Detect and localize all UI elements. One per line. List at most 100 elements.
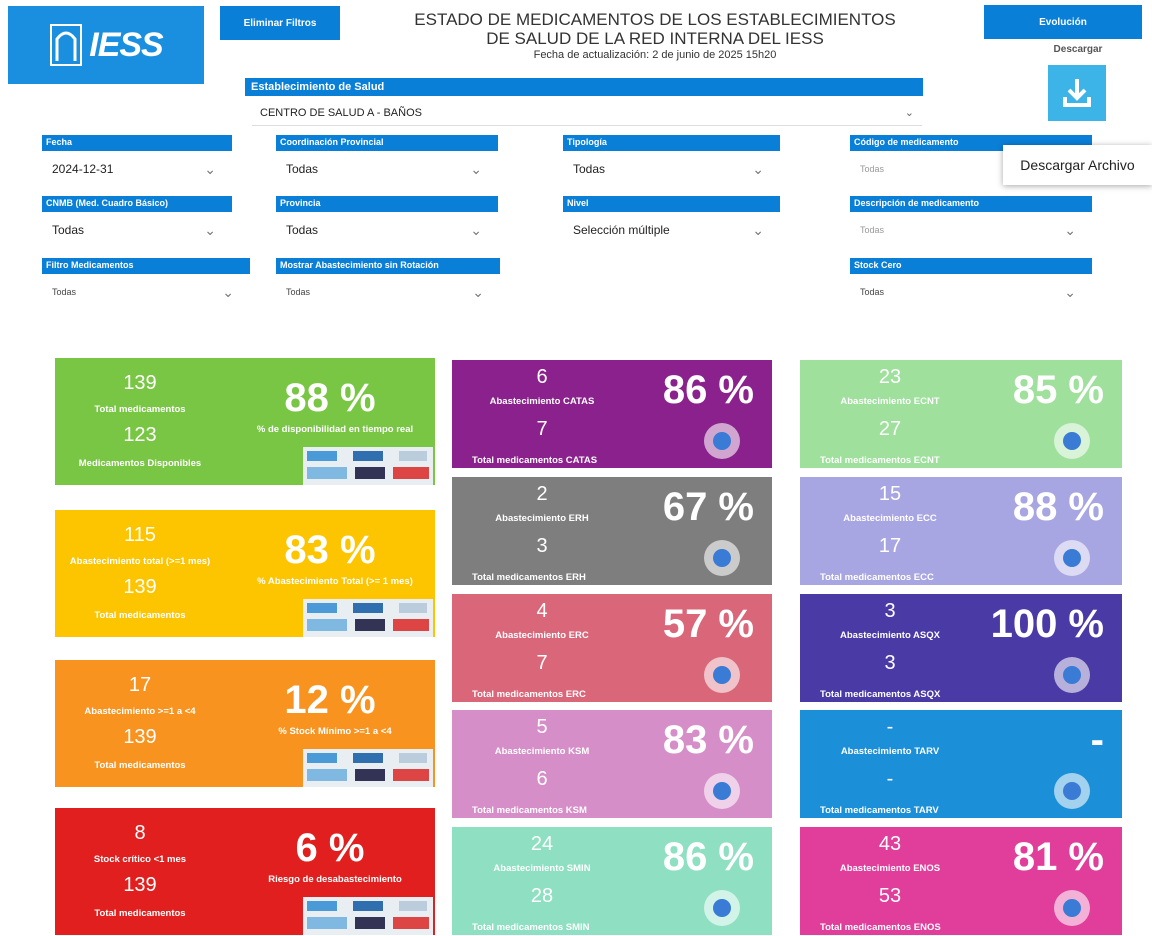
chevron: ⌄ (752, 161, 764, 178)
percent-value: 57 % (663, 602, 754, 647)
bottom-value: 7 (482, 652, 602, 675)
dropdown-value: Todas (286, 223, 318, 237)
filter-label: Nivel (563, 196, 780, 212)
shelf-icon (303, 447, 433, 485)
dropdown-value: Todas (860, 225, 884, 235)
percent-value: 12 % (230, 678, 430, 723)
bottom-value: 3 (830, 652, 950, 675)
filter-dropdown[interactable]: 2024-12-31⌄ (44, 154, 224, 184)
bottom-label: Total medicamentos (55, 760, 225, 771)
logo-icon (49, 23, 83, 67)
top-label: Abastecimiento KSM (462, 746, 622, 757)
bottom-value: 28 (482, 885, 602, 908)
percent-value: 85 % (1013, 368, 1104, 413)
download-button[interactable] (1048, 65, 1106, 121)
top-value: 2 (482, 483, 602, 506)
percent-value: 6 % (230, 826, 430, 871)
filter-dropdown[interactable]: Todas ⌄ (44, 277, 242, 307)
filter-dropdown[interactable]: Todas ⌄ (278, 215, 490, 245)
percent-value: 88 % (230, 376, 430, 421)
dropdown-value: Todas (573, 162, 605, 176)
chevron: ⌄ (905, 106, 914, 119)
filter-label: Coordinación Provincial (276, 135, 498, 151)
category-icon (692, 652, 752, 698)
bottom-label: Total medicamentos ASQX (820, 689, 940, 700)
filter-dropdown[interactable]: Todas⌄ (44, 215, 224, 245)
chevron: ⌄ (204, 161, 216, 178)
category-icon (692, 535, 752, 581)
evolution-button[interactable]: Evolución (984, 5, 1142, 39)
bottom-label: Total medicamentos (55, 610, 225, 621)
bottom-label: Total medicamentos CATAS (472, 455, 597, 466)
filter-label: Mostrar Abastecimiento sin Rotación (276, 258, 500, 274)
bottom-value: 7 (482, 418, 602, 441)
category-icon (1042, 652, 1102, 698)
bottom-value: - (830, 768, 950, 791)
tooltip: Descargar Archivo (1003, 145, 1152, 185)
clear-filters-button[interactable]: Eliminar Filtros (220, 6, 340, 40)
filter-dropdown[interactable]: Todas ⌄ (565, 154, 772, 184)
title-line: ESTADO DE MEDICAMENTOS DE LOS ESTABLECIM… (350, 10, 960, 29)
metric-card: -Abastecimiento TARV-Total medicamentos … (800, 710, 1122, 818)
bottom-value: 3 (482, 535, 602, 558)
logo: IESS (8, 6, 204, 84)
establishment-dropdown[interactable]: CENTRO DE SALUD A - BAÑOS ⌄ (252, 100, 922, 126)
bottom-value: 139 (65, 576, 215, 599)
chevron: ⌄ (470, 222, 482, 239)
top-label: Abastecimiento SMIN (462, 863, 622, 874)
filter-dropdown[interactable]: Todas⌄ (852, 277, 1084, 307)
top-value: 6 (482, 366, 602, 389)
percent-label: % Abastecimiento Total (>= 1 mes) (235, 576, 435, 587)
title-line: DE SALUD DE LA RED INTERNA DEL IESS (350, 29, 960, 48)
download-label: Descargar (1040, 44, 1116, 55)
percent-value: - (1091, 718, 1104, 763)
bottom-value: 17 (830, 535, 950, 558)
percent-value: 83 % (663, 718, 754, 763)
filter-label: Descripción de medicamento (850, 196, 1092, 212)
top-label: Abastecimiento ERC (462, 630, 622, 641)
category-icon (1042, 535, 1102, 581)
chevron: ⌄ (1064, 222, 1076, 239)
dropdown-value: Todas (52, 287, 76, 297)
filter-label: Provincia (276, 196, 498, 212)
top-label: Abastecimiento ECC (810, 513, 970, 524)
filter-dropdown[interactable]: Todas⌄ (278, 277, 492, 307)
top-value: 139 (65, 372, 215, 395)
chevron: ⌄ (222, 284, 234, 301)
filter-label: Stock Cero (850, 258, 1092, 274)
update-date: Fecha de actualización: 2 de junio de 20… (350, 48, 960, 62)
bottom-value: 27 (830, 418, 950, 441)
bottom-label: Total medicamentos ERC (472, 689, 586, 700)
dropdown-value: Todas (52, 223, 84, 237)
category-icon (1042, 885, 1102, 931)
chevron: ⌄ (1064, 284, 1076, 301)
bottom-label: Total medicamentos (55, 908, 225, 919)
filter-label: Fecha (42, 135, 232, 151)
dropdown-value: Todas (860, 164, 884, 174)
shelf-icon (303, 599, 433, 637)
filter-dropdown[interactable]: Todas ⌄ (852, 215, 1084, 245)
filter-dropdown[interactable]: Selección múltiple⌄ (565, 215, 772, 245)
top-label: Total medicamentos (55, 404, 225, 415)
shelf-icon (303, 749, 433, 787)
download-icon (1048, 65, 1106, 121)
dropdown-value: CENTRO DE SALUD A - BAÑOS (260, 107, 422, 119)
top-value: 5 (482, 716, 602, 739)
filter-label: CNMB (Med. Cuadro Básico) (42, 196, 232, 212)
bottom-label: Total medicamentos KSM (472, 805, 587, 816)
percent-label: % Stock Mínimo >=1 a <4 (235, 726, 435, 737)
top-label: Abastecimiento ENOS (810, 863, 970, 874)
filter-dropdown[interactable]: Todas⌄ (278, 154, 490, 184)
filter-label: Tipología (563, 135, 780, 151)
bottom-label: Medicamentos Disponibles (55, 458, 225, 469)
bottom-label: Total medicamentos ENOS (820, 922, 941, 933)
